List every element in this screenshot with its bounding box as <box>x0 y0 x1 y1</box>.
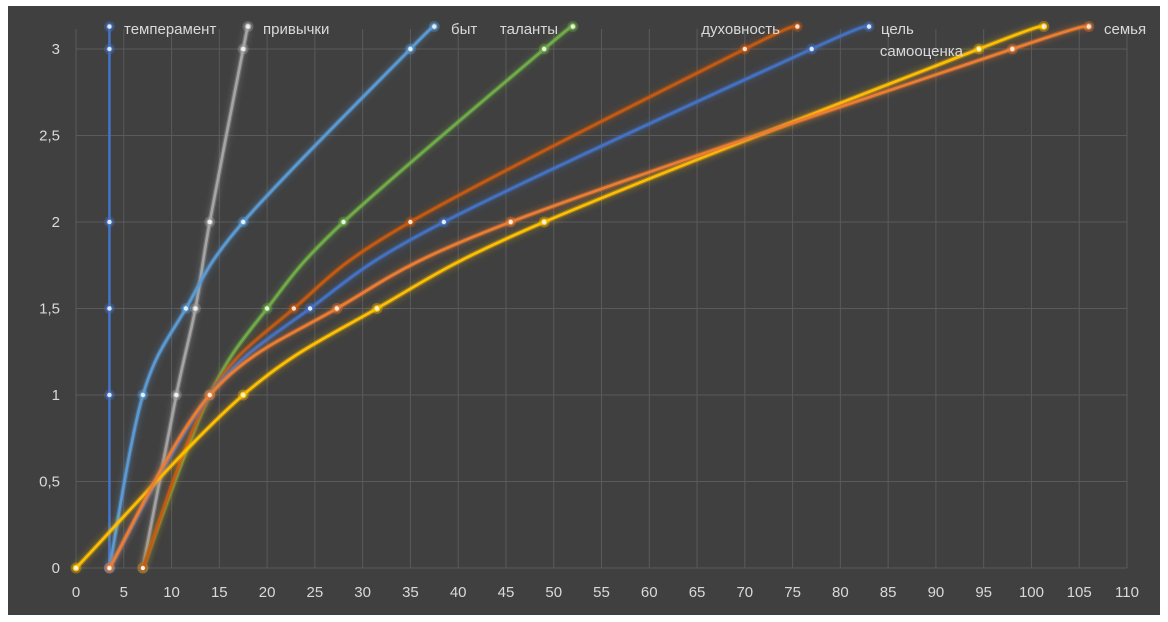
x-tick-label: 5 <box>120 584 128 601</box>
data-point <box>540 45 548 53</box>
x-tick-label: 60 <box>641 584 658 601</box>
data-point <box>239 218 247 226</box>
series-духовность <box>137 21 803 574</box>
plot-background <box>8 6 1160 615</box>
x-tick-label: 80 <box>832 584 849 601</box>
x-tick-label: 70 <box>736 584 753 601</box>
data-point <box>975 45 983 53</box>
series-label: темперамент <box>124 21 216 38</box>
series-label: быт <box>451 21 477 38</box>
series-темперамент <box>103 21 115 574</box>
x-tick-label: 40 <box>450 584 467 601</box>
data-point <box>507 218 515 226</box>
x-tick-label: 30 <box>354 584 371 601</box>
x-tick-label: 75 <box>784 584 801 601</box>
x-tick-label: 90 <box>928 584 945 601</box>
data-point <box>569 23 577 30</box>
data-point <box>430 23 438 30</box>
x-tick-label: 65 <box>689 584 706 601</box>
data-point <box>865 23 873 30</box>
series-быт <box>103 21 440 574</box>
data-point <box>407 45 414 53</box>
x-tick-label: 100 <box>1019 584 1044 601</box>
x-tick-label: 85 <box>880 584 897 601</box>
x-tick-label: 105 <box>1067 584 1092 601</box>
data-point <box>72 564 80 572</box>
data-point <box>182 305 190 312</box>
y-tick-label: 0,5 <box>39 474 60 491</box>
y-tick-label: 2 <box>52 214 60 231</box>
data-point <box>106 391 113 399</box>
x-tick-label: 45 <box>498 584 515 601</box>
data-point <box>106 23 113 30</box>
x-tick-label: 25 <box>307 584 324 601</box>
data-point <box>239 391 247 399</box>
data-point <box>340 218 347 226</box>
data-point <box>244 23 252 30</box>
data-point <box>540 218 548 226</box>
series-семья <box>103 21 1095 574</box>
data-point <box>440 218 448 226</box>
x-tick-label: 95 <box>975 584 992 601</box>
data-point <box>1085 23 1093 30</box>
data-point <box>263 305 271 312</box>
x-tick-label: 10 <box>163 584 180 601</box>
series-самооценка <box>70 21 1050 574</box>
data-point <box>239 45 247 53</box>
series-label: таланты <box>500 21 558 38</box>
x-tick-label: 15 <box>211 584 228 601</box>
y-tick-label: 1,5 <box>39 301 60 318</box>
data-point <box>106 305 113 312</box>
data-point <box>306 305 314 312</box>
y-tick-label: 3 <box>52 41 60 58</box>
data-point <box>333 305 341 312</box>
data-point <box>407 218 414 226</box>
data-point <box>206 218 214 226</box>
series-label: духовность <box>701 21 780 38</box>
y-tick-label: 0 <box>52 560 60 577</box>
series-label: цель <box>881 21 914 38</box>
x-tick-label: 35 <box>402 584 419 601</box>
data-point <box>741 45 749 53</box>
data-point <box>793 23 801 30</box>
data-point <box>1040 23 1048 30</box>
data-point <box>106 218 113 226</box>
x-tick-label: 50 <box>545 584 562 601</box>
data-point <box>290 305 298 312</box>
x-tick-label: 20 <box>259 584 276 601</box>
data-point <box>206 391 214 399</box>
data-point <box>139 391 147 399</box>
y-tick-label: 1 <box>52 387 60 404</box>
data-point <box>106 564 113 572</box>
x-tick-label: 110 <box>1115 584 1139 601</box>
series-label: семья <box>1104 21 1146 38</box>
y-tick-label: 2,5 <box>39 128 60 145</box>
data-point <box>192 305 199 312</box>
x-tick-label: 0 <box>72 584 80 601</box>
x-tick-label: 55 <box>593 584 610 601</box>
data-point <box>172 391 180 399</box>
data-point <box>808 45 816 53</box>
data-point <box>1008 45 1016 53</box>
series-label: привычки <box>263 21 329 38</box>
data-point <box>139 564 147 572</box>
series-label: самооценка <box>880 43 964 60</box>
data-point <box>373 305 381 312</box>
data-point <box>106 45 113 53</box>
